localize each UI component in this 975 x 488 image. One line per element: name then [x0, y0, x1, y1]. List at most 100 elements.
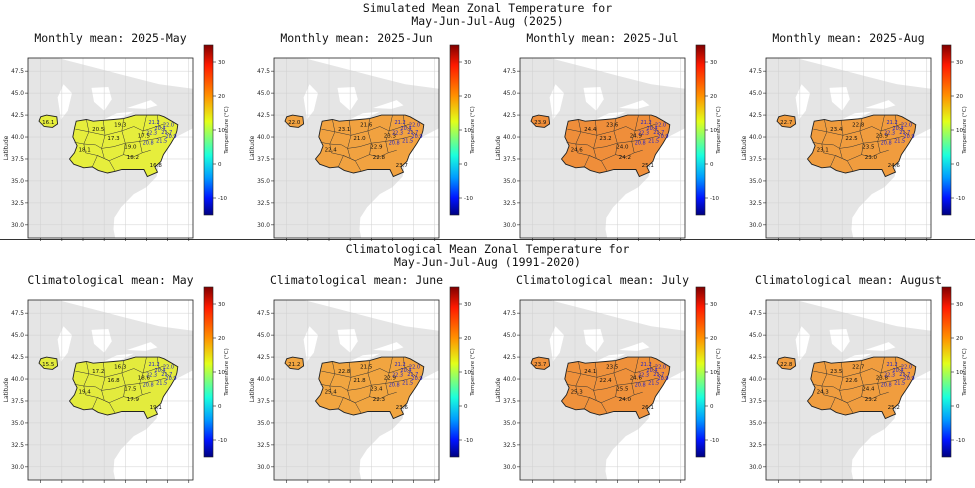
y-tick-label: 30.0	[503, 465, 516, 471]
y-tick-label: 30.0	[503, 223, 516, 229]
zone-value-label: 19.4	[79, 389, 92, 395]
y-tick-label: 40.0	[11, 377, 24, 383]
zone-value-label: 25.4	[325, 389, 338, 395]
y-tick-label: 35.0	[503, 179, 516, 185]
y-tick-label: 30.0	[749, 223, 762, 229]
y-tick-label: 47.5	[257, 69, 270, 75]
colorbar-tick-label: -10	[710, 196, 719, 202]
colorbar-label: Temperature (°C)	[962, 348, 968, 396]
station-value-label: 22.0	[655, 365, 666, 371]
y-tick-label: 30.0	[257, 465, 270, 471]
y-tick-label: 47.5	[749, 69, 762, 75]
zone-boundary	[813, 365, 903, 378]
zone-value-label: 22.9	[384, 375, 397, 381]
colorbar	[941, 286, 952, 458]
top-title-line-1: Simulated Mean Zonal Temperature for	[362, 1, 613, 15]
station-value-label: 21.7	[653, 372, 664, 378]
axes-frame	[765, 299, 932, 481]
zone-value-label: 17.9	[127, 397, 140, 403]
station-value-label: 22.3	[638, 373, 649, 379]
zone-region	[314, 114, 425, 178]
y-tick-label: 42.5	[749, 355, 762, 361]
colorbar-tick-label: 30	[218, 302, 225, 308]
zone-boundary	[593, 362, 598, 401]
axes-frame	[519, 299, 686, 481]
y-tick-label: 35.0	[749, 421, 762, 427]
y-tick-label: 32.5	[749, 201, 762, 207]
zone-region-west	[776, 356, 797, 370]
station-value-label: 22.0	[655, 123, 666, 129]
y-tick-label: 40.0	[749, 135, 762, 141]
zone-region-west	[284, 114, 305, 128]
colorbar-label: Temperature (°C)	[716, 348, 722, 396]
station-value-label: 21.7	[653, 130, 664, 136]
zone-region	[314, 356, 425, 420]
bottom-title-line-2: May-Jun-Jul-Aug (1991-2020)	[394, 255, 581, 269]
colorbar-label: Temperature (°C)	[716, 106, 722, 154]
axes-frame	[273, 57, 440, 239]
zone-value-label: 17.5	[124, 387, 137, 393]
y-tick-label: 37.5	[11, 399, 24, 405]
panel-title: Monthly mean: 2025-May	[34, 31, 186, 45]
zone-value-label: 23.7	[534, 362, 547, 368]
zone-boundary	[329, 119, 336, 153]
map-panel: Monthly mean: 2025-May 16.1 20.5 17.3 19.0 16…	[0, 30, 237, 258]
lake	[373, 100, 404, 109]
top-title-line-2: May-Jun-Jul-Aug (2025)	[411, 14, 564, 28]
y-tick-label: 40.0	[503, 135, 516, 141]
station-value-label: 21.5	[648, 381, 659, 387]
zone-value-label: 25.3	[571, 389, 584, 395]
zone-boundary	[101, 120, 106, 159]
y-tick-label: 47.5	[11, 69, 24, 75]
lake	[344, 353, 380, 365]
zone-value-label: 24.0	[619, 397, 632, 403]
y-axis-label: Latitude	[3, 135, 10, 160]
zone-boundary	[75, 123, 165, 136]
lake	[836, 111, 872, 123]
zone-value-label: 22.7	[780, 120, 793, 126]
zone-value-label: 19.3	[114, 123, 127, 129]
zone-boundary	[83, 361, 90, 395]
station-value-label: 20.4	[646, 368, 657, 374]
zone-value-label: 24.6	[630, 375, 643, 381]
zone-value-label: 23.9	[876, 133, 889, 139]
colorbar-tick-label: -10	[218, 438, 227, 444]
colorbar-tick-label: 0	[218, 404, 222, 410]
zone-boundary	[321, 365, 411, 378]
zone-value-label: 22.4	[599, 378, 612, 384]
lake	[865, 100, 896, 109]
y-tick-label: 32.5	[11, 443, 24, 449]
colorbar-tick-label: 20	[956, 336, 963, 342]
zone-value-label: 22.3	[373, 397, 386, 403]
station-value-label: 20.8	[143, 382, 154, 388]
zone-boundary	[859, 118, 864, 155]
zone-value-label: 23.5	[830, 369, 843, 375]
y-tick-label: 35.0	[257, 179, 270, 185]
zone-boundary	[320, 377, 412, 391]
zone-value-label: 17.2	[92, 369, 104, 375]
lake	[619, 342, 650, 351]
zone-region-west	[530, 356, 551, 370]
colorbar-tick-label: 0	[218, 162, 222, 168]
y-tick-label: 47.5	[257, 311, 270, 317]
colorbar-tick-label: 20	[464, 336, 471, 342]
y-tick-label: 40.0	[257, 135, 270, 141]
colorbar-tick-label: 30	[464, 60, 471, 66]
colorbar-tick-label: 0	[956, 162, 960, 168]
zone-value-label: 25.1	[642, 163, 654, 169]
colorbar-label: Temperature (°C)	[470, 348, 476, 396]
zone-boundary	[403, 357, 418, 378]
map-panel: Monthly mean: 2025-Jun 22.0 23.1 21.0 22.9 23…	[246, 30, 483, 258]
y-tick-label: 37.5	[503, 157, 516, 163]
y-tick-label: 40.0	[749, 377, 762, 383]
colorbar-tick-label: -10	[218, 196, 227, 202]
zone-boundary	[75, 365, 165, 378]
y-tick-label: 37.5	[503, 399, 516, 405]
zone-boundary	[584, 397, 608, 414]
zone-value-label: 22.6	[845, 378, 858, 384]
zone-value-label: 24.0	[616, 145, 629, 151]
zone-value-label: 23.0	[865, 155, 878, 161]
zone-boundary	[101, 362, 106, 401]
zone-value-label: 23.6	[606, 123, 619, 129]
zone-region	[68, 356, 179, 420]
